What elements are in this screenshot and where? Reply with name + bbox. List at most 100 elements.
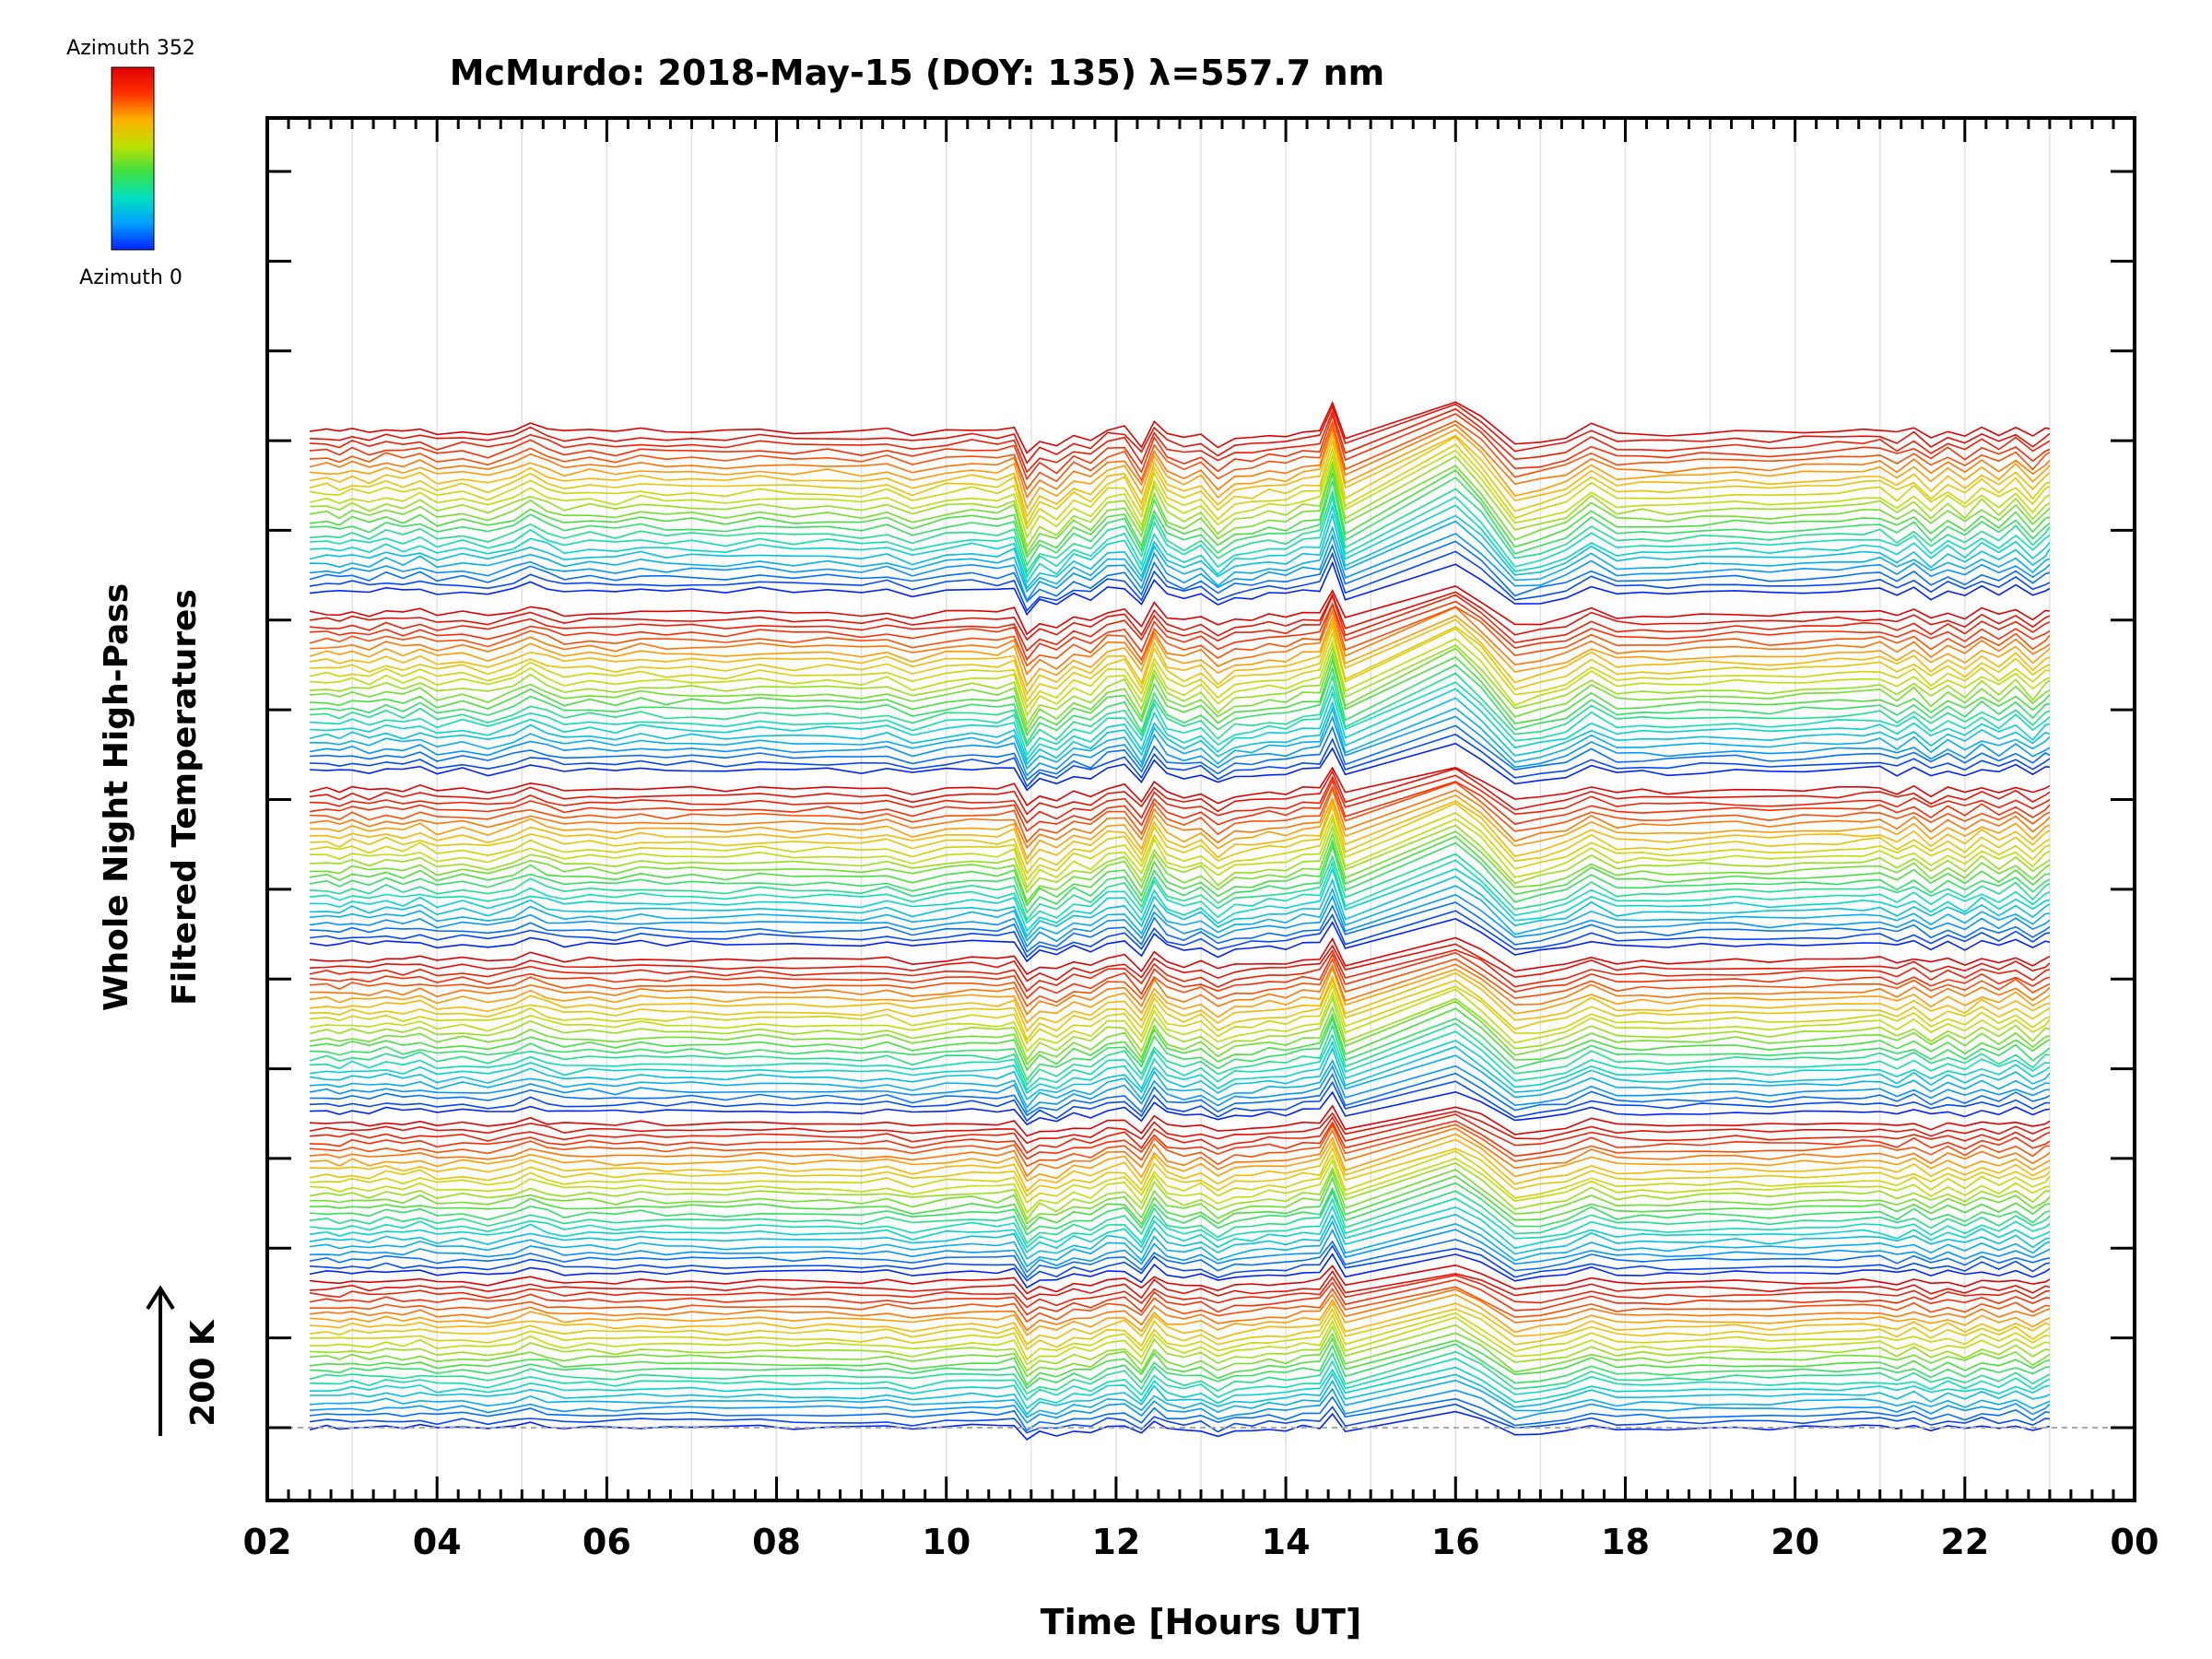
series-line <box>309 426 2051 511</box>
series-line <box>309 494 2051 579</box>
series-line <box>309 1040 2051 1095</box>
x-tick-label: 12 <box>1091 1522 1140 1562</box>
series-line <box>309 1288 2051 1332</box>
series-line <box>309 830 2051 903</box>
series-line <box>309 742 2050 792</box>
series-line <box>309 436 2051 526</box>
series-line <box>309 1324 2051 1372</box>
series-line <box>309 1307 2051 1351</box>
x-tick-label: 20 <box>1771 1522 1819 1562</box>
series-line <box>309 859 2051 924</box>
series-line <box>309 1133 2051 1182</box>
series-line <box>309 918 2051 963</box>
y-axis-label-line1: Whole Night High-Pass <box>98 583 135 1011</box>
series-line <box>309 600 2051 662</box>
x-tick-label: 08 <box>752 1522 801 1562</box>
series-line <box>309 1395 2051 1432</box>
series-line <box>309 1189 2051 1245</box>
plot-frame <box>265 116 2136 1502</box>
x-tick-label: 16 <box>1431 1522 1480 1562</box>
series-line <box>309 841 2051 914</box>
series-line <box>309 1358 2051 1402</box>
series-line <box>309 422 2051 500</box>
series-line <box>309 1000 2051 1066</box>
series-line <box>309 1175 2050 1231</box>
series-line <box>309 615 2051 688</box>
series-line <box>309 1278 2050 1316</box>
series-line <box>309 1205 2051 1254</box>
series-line <box>310 963 2051 1017</box>
x-tick-label: 18 <box>1601 1522 1650 1562</box>
series-line <box>309 1253 2051 1289</box>
series-line <box>309 672 2051 748</box>
series-line <box>309 782 2051 844</box>
series-line <box>309 647 2051 733</box>
series-line <box>309 655 2051 737</box>
series-line <box>309 540 2051 603</box>
series-line <box>309 943 2051 982</box>
series-line <box>309 910 2051 959</box>
series-line <box>309 1080 2050 1123</box>
series-line <box>309 520 2051 594</box>
x-tick-labels: 02 04 06 08 10 12 14 16 18 20 22 00 <box>243 1522 2159 1562</box>
series-line <box>309 413 2051 481</box>
colorbar: Azimuth 352 Azimuth 0 <box>66 37 195 289</box>
series-line <box>309 893 2051 948</box>
series-line <box>309 623 2051 703</box>
series-line <box>309 1316 2051 1366</box>
x-tick-label: 02 <box>243 1522 292 1562</box>
series-line <box>309 778 2051 832</box>
series-line <box>309 1016 2051 1082</box>
series-line <box>309 1264 2051 1295</box>
series-line <box>309 618 2051 696</box>
series-line <box>309 550 2051 612</box>
series-line <box>309 1054 2050 1109</box>
series-line <box>309 774 2051 824</box>
series-line <box>309 533 2051 603</box>
series-line <box>309 733 2051 788</box>
series-line <box>309 560 2051 617</box>
x-tick-label: 00 <box>2111 1522 2159 1562</box>
series-line <box>309 664 2051 745</box>
series-line <box>309 697 2051 766</box>
series-line <box>309 1072 2051 1117</box>
series-line <box>309 1343 2050 1390</box>
series-line <box>309 455 2051 549</box>
series-line <box>309 1336 2051 1386</box>
series-line <box>309 503 2051 584</box>
series-line <box>309 1269 2051 1300</box>
scale-arrow <box>146 1285 175 1436</box>
series-line <box>309 644 2051 726</box>
series-line <box>309 706 2051 771</box>
series-line <box>309 400 2051 454</box>
series-line <box>309 403 2051 465</box>
series-line <box>309 1007 2051 1072</box>
series-line <box>309 786 2051 850</box>
series-line <box>309 1158 2051 1215</box>
series-line <box>309 1030 2050 1091</box>
series-line <box>309 799 2051 866</box>
series-line <box>309 1197 2051 1249</box>
series-line <box>309 594 2051 653</box>
series-line <box>309 688 2051 761</box>
series-line <box>309 936 2051 976</box>
series-line <box>309 638 2051 718</box>
series-line <box>310 794 2051 861</box>
series-line <box>309 1387 2051 1424</box>
x-tick-label: 14 <box>1262 1522 1311 1562</box>
series-line <box>309 1045 2051 1101</box>
series-line <box>309 724 2051 782</box>
colorbar-gradient <box>111 66 155 251</box>
series-line <box>309 1120 2051 1160</box>
series-line <box>310 1169 2051 1225</box>
series-line <box>309 1332 2051 1378</box>
series-line <box>309 768 2051 816</box>
series-line <box>309 982 2051 1045</box>
series-line <box>309 443 2051 531</box>
x-tick-label: 06 <box>582 1522 631 1562</box>
series-line <box>309 1124 2050 1168</box>
series-line <box>309 464 2051 556</box>
y-axis-label-line2: Filtered Temperatures <box>166 589 204 1006</box>
series-line <box>309 995 2051 1062</box>
series-line <box>309 1379 2051 1418</box>
